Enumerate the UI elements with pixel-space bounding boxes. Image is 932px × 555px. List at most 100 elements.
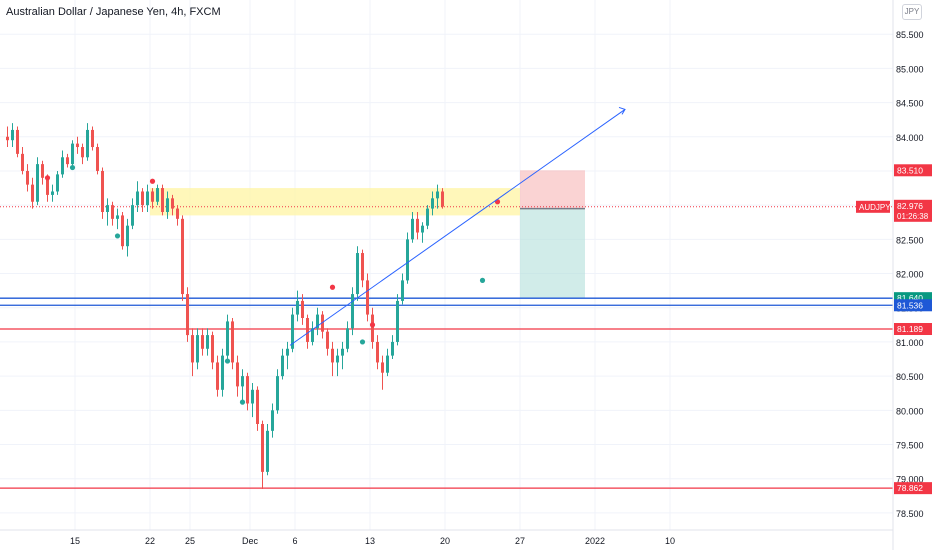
candle-body[interactable] <box>206 335 209 349</box>
signal-marker[interactable] <box>114 233 121 239</box>
candle-body[interactable] <box>186 294 189 336</box>
candle-body[interactable] <box>51 191 54 195</box>
candle-body[interactable] <box>381 362 384 373</box>
candle-body[interactable] <box>161 188 164 212</box>
candle-body[interactable] <box>151 191 154 202</box>
candle-body[interactable] <box>441 191 444 207</box>
signal-marker[interactable] <box>149 178 156 184</box>
candle-body[interactable] <box>306 318 309 342</box>
signal-marker[interactable] <box>369 322 376 328</box>
candle-body[interactable] <box>366 280 369 315</box>
candle-body[interactable] <box>356 253 359 295</box>
candle-body[interactable] <box>146 191 149 206</box>
candle-body[interactable] <box>101 170 104 212</box>
candle-body[interactable] <box>81 147 84 158</box>
candle-body[interactable] <box>396 300 399 342</box>
price-badge[interactable] <box>894 482 932 495</box>
candle-body[interactable] <box>391 341 394 356</box>
stop-loss-zone[interactable] <box>520 170 585 209</box>
candle-body[interactable] <box>276 376 279 411</box>
candle-body[interactable] <box>296 300 299 315</box>
candle-body[interactable] <box>406 239 409 281</box>
candle-body[interactable] <box>176 208 179 219</box>
candle-body[interactable] <box>246 376 249 404</box>
candle-body[interactable] <box>436 191 439 199</box>
symbol-tag[interactable] <box>856 200 890 213</box>
signal-marker[interactable] <box>359 339 366 345</box>
candle-body[interactable] <box>126 225 129 247</box>
take-profit-zone[interactable] <box>520 208 585 299</box>
candle-body[interactable] <box>336 355 339 363</box>
signal-marker[interactable] <box>329 284 336 290</box>
candle-body[interactable] <box>121 215 124 247</box>
candle-body[interactable] <box>256 389 259 424</box>
candle-body[interactable] <box>16 129 19 154</box>
candle-body[interactable] <box>56 174 59 192</box>
candle-body[interactable] <box>131 205 134 226</box>
candle-body[interactable] <box>66 157 69 165</box>
candle-body[interactable] <box>211 335 214 363</box>
price-badge[interactable] <box>894 164 932 177</box>
candle-body[interactable] <box>341 348 344 356</box>
candle-body[interactable] <box>191 335 194 363</box>
candle-body[interactable] <box>251 389 254 404</box>
candle-body[interactable] <box>156 188 159 202</box>
candle-body[interactable] <box>36 164 39 202</box>
candle-body[interactable] <box>86 129 89 158</box>
candle-body[interactable] <box>241 376 244 387</box>
candle-body[interactable] <box>46 177 49 195</box>
candle-body[interactable] <box>106 205 109 212</box>
candle-body[interactable] <box>271 410 274 431</box>
signal-marker[interactable] <box>224 358 231 364</box>
candle-body[interactable] <box>326 331 329 349</box>
candle-body[interactable] <box>11 129 14 141</box>
candle-body[interactable] <box>26 170 29 185</box>
candle-body[interactable] <box>261 424 264 472</box>
trendline[interactable] <box>289 109 626 346</box>
candle-body[interactable] <box>171 198 174 209</box>
signal-marker[interactable] <box>69 164 76 171</box>
candle-body[interactable] <box>416 218 419 233</box>
candle-body[interactable] <box>351 294 354 329</box>
candle-body[interactable] <box>236 362 239 387</box>
candle-body[interactable] <box>6 136 9 141</box>
candle-body[interactable] <box>141 191 144 206</box>
candle-body[interactable] <box>376 341 379 363</box>
candle-body[interactable] <box>266 430 269 472</box>
candle-body[interactable] <box>401 280 404 301</box>
candle-body[interactable] <box>111 205 114 219</box>
price-badge[interactable] <box>894 299 932 312</box>
candle-body[interactable] <box>71 143 74 165</box>
price-axis[interactable] <box>893 0 932 550</box>
signal-marker[interactable] <box>479 277 486 283</box>
candle-body[interactable] <box>61 157 64 175</box>
candle-body[interactable] <box>426 208 429 226</box>
candle-body[interactable] <box>431 198 434 209</box>
signal-marker[interactable] <box>239 399 246 405</box>
candle-body[interactable] <box>301 300 304 318</box>
candle-body[interactable] <box>41 164 44 178</box>
candle-body[interactable] <box>371 314 374 342</box>
candle-body[interactable] <box>166 198 169 212</box>
candle-body[interactable] <box>136 191 139 206</box>
currency-badge[interactable]: JPY <box>902 4 922 20</box>
candle-body[interactable] <box>311 328 314 342</box>
candle-body[interactable] <box>91 129 94 148</box>
candle-body[interactable] <box>281 355 284 377</box>
candle-body[interactable] <box>96 147 99 171</box>
candle-body[interactable] <box>331 348 334 363</box>
candle-body[interactable] <box>231 321 234 363</box>
candle-body[interactable] <box>421 225 424 233</box>
candle-body[interactable] <box>291 314 294 349</box>
candle-body[interactable] <box>196 335 199 363</box>
candle-body[interactable] <box>221 355 224 390</box>
candle-body[interactable] <box>181 218 184 295</box>
candle-body[interactable] <box>21 153 24 171</box>
candle-body[interactable] <box>321 314 324 332</box>
current-price-badge[interactable] <box>894 199 932 222</box>
signal-marker[interactable] <box>44 175 51 181</box>
candle-body[interactable] <box>226 321 229 356</box>
support-resistance-zone[interactable] <box>150 188 520 216</box>
